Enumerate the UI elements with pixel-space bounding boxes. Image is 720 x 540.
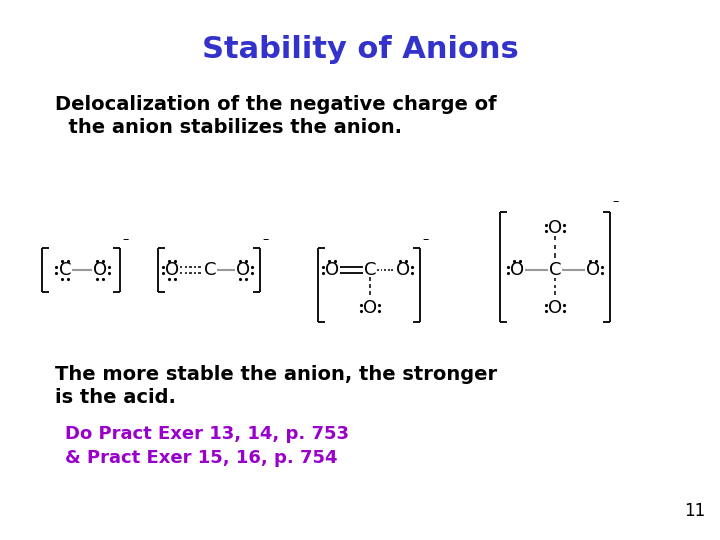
Text: Stability of Anions: Stability of Anions — [202, 36, 518, 64]
Text: –: – — [123, 233, 129, 246]
Text: O: O — [396, 261, 410, 279]
Text: O: O — [93, 261, 107, 279]
Text: the anion stabilizes the anion.: the anion stabilizes the anion. — [55, 118, 402, 137]
Text: Do Pract Exer 13, 14, p. 753: Do Pract Exer 13, 14, p. 753 — [65, 425, 349, 443]
Text: –: – — [613, 195, 619, 208]
Text: O: O — [548, 219, 562, 237]
Text: –: – — [263, 233, 269, 246]
Text: C: C — [549, 261, 562, 279]
Text: Delocalization of the negative charge of: Delocalization of the negative charge of — [55, 95, 497, 114]
Text: O: O — [325, 261, 339, 279]
Text: O: O — [165, 261, 179, 279]
Text: C: C — [59, 261, 71, 279]
Text: O: O — [363, 299, 377, 317]
Text: O: O — [236, 261, 250, 279]
Text: & Pract Exer 15, 16, p. 754: & Pract Exer 15, 16, p. 754 — [65, 449, 338, 467]
Text: is the acid.: is the acid. — [55, 388, 176, 407]
Text: O: O — [586, 261, 600, 279]
Text: The more stable the anion, the stronger: The more stable the anion, the stronger — [55, 365, 497, 384]
Text: C: C — [204, 261, 216, 279]
Text: C: C — [364, 261, 377, 279]
Text: 11: 11 — [684, 502, 705, 520]
Text: O: O — [510, 261, 524, 279]
Text: –: – — [423, 233, 429, 246]
Text: O: O — [548, 299, 562, 317]
